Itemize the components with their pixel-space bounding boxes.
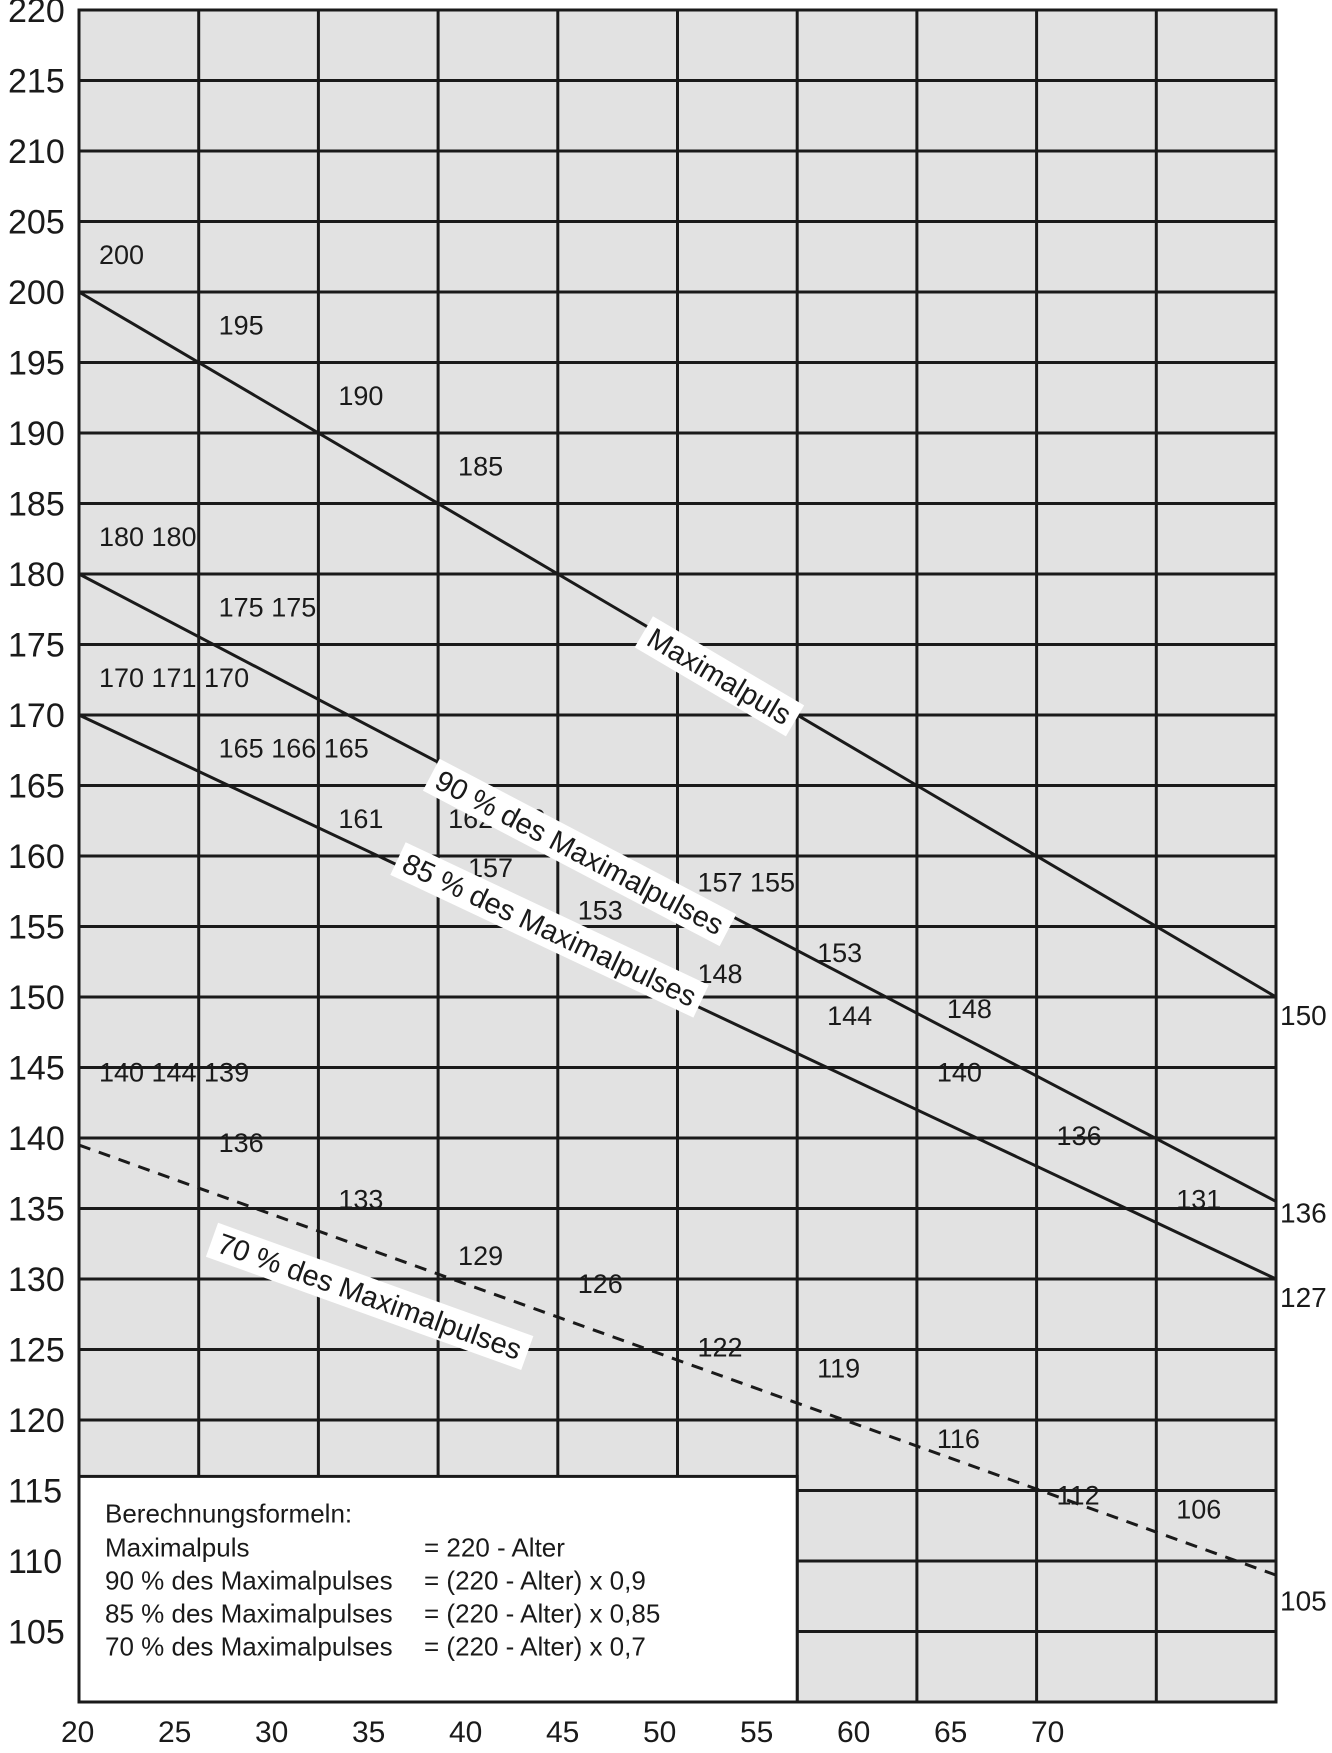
axes: 220 215 210 205 200 195 190 185 180 175 170 165 160 1…	[8, 0, 1064, 1749]
data-label: 133	[338, 1185, 383, 1215]
data-label: 157 155	[697, 867, 795, 897]
x-tick-label: 30	[255, 1716, 288, 1749]
line-tag-bg	[390, 842, 709, 1018]
y-tick-label: 165	[8, 768, 65, 806]
data-label: 165 166 165	[219, 733, 369, 763]
point-labels: 200 195 190 185 180 180 175 175 170 171 170 165…	[99, 240, 1327, 1617]
legend-box	[77, 1474, 799, 1704]
y-tick-label: 160	[8, 838, 65, 876]
y-tick-label: 215	[8, 63, 65, 101]
data-label: 122	[697, 1333, 742, 1363]
x-tick-label: 45	[546, 1716, 579, 1749]
data-label: 126	[578, 1269, 623, 1299]
data-label: 136	[219, 1128, 264, 1158]
y-tick-label: 175	[8, 627, 65, 665]
y-tick-label: 200	[8, 274, 65, 312]
y-tick-label: 170	[8, 697, 65, 735]
data-label: 190	[338, 381, 383, 411]
data-label: 200	[99, 240, 144, 270]
y-tick-label: 220	[8, 0, 65, 30]
legend-row-formula: = (220 - Alter) x 0,85	[424, 1598, 660, 1628]
line-tag-bg	[422, 758, 737, 947]
data-label: 136	[1057, 1121, 1102, 1151]
x-tick-label: 20	[61, 1716, 94, 1749]
legend-row-formula: = (220 - Alter) x 0,9	[424, 1565, 646, 1595]
legend-row-label: 70 % des Maximalpulses	[105, 1631, 393, 1661]
data-label: 144	[827, 1001, 872, 1031]
data-label: 140 144 139	[99, 1058, 249, 1088]
y-tick-label: 155	[8, 909, 65, 947]
y-tick-label: 140	[8, 1120, 65, 1158]
data-label: 153	[817, 938, 862, 968]
data-label: 112	[1057, 1481, 1100, 1511]
y-tick-label: 180	[8, 556, 65, 594]
series-line	[78, 1143, 1277, 1577]
y-tick-label: 205	[8, 204, 65, 242]
x-tick-label: 40	[449, 1716, 482, 1749]
x-tick-label: 60	[837, 1716, 870, 1749]
data-label: 195	[219, 310, 264, 340]
data-label: 129	[458, 1241, 503, 1271]
legend-title: Berechnungsformeln:	[105, 1498, 352, 1528]
data-label: 140	[937, 1058, 982, 1088]
y-tick-label: 195	[8, 345, 65, 383]
y-tick-label: 190	[8, 415, 65, 453]
y-tick-label: 110	[8, 1543, 62, 1581]
end-label: 105	[1280, 1585, 1327, 1616]
legend-row-formula: = (220 - Alter) x 0,7	[424, 1631, 646, 1661]
y-tick-label: 115	[8, 1473, 62, 1511]
formula-legend: Berechnungsformeln: Maximalpuls = 220 - Al…	[77, 1474, 799, 1704]
data-label: 131	[1176, 1185, 1221, 1215]
y-tick-label: 120	[8, 1402, 65, 1440]
line-tag-bg	[634, 616, 805, 737]
y-tick-label: 125	[8, 1332, 65, 1370]
legend-row-label: 90 % des Maximalpulses	[105, 1565, 393, 1595]
y-tick-label: 130	[8, 1261, 65, 1299]
data-label: 170 171 170	[99, 663, 249, 693]
y-tick-label: 210	[8, 133, 65, 171]
line-tag-bg	[205, 1222, 534, 1370]
end-label: 136	[1280, 1198, 1327, 1229]
x-tick-label: 70	[1031, 1716, 1064, 1749]
legend-row-formula: = 220 - Alter	[424, 1532, 565, 1562]
x-tick-label: 25	[158, 1716, 191, 1749]
x-tick-label: 55	[740, 1716, 773, 1749]
x-tick-label: 65	[934, 1716, 967, 1749]
data-label: 175 175	[219, 592, 317, 622]
legend-row-label: Maximalpuls	[105, 1532, 250, 1562]
end-label: 150	[1280, 1000, 1327, 1031]
end-label: 127	[1280, 1282, 1327, 1313]
data-label: 116	[937, 1424, 980, 1454]
data-label: 185	[458, 451, 503, 481]
y-tick-label: 105	[8, 1614, 65, 1652]
y-tick-label: 150	[8, 979, 65, 1017]
x-tick-label: 50	[643, 1716, 676, 1749]
data-label: 119	[817, 1354, 860, 1384]
y-tick-label: 135	[8, 1191, 65, 1229]
y-tick-label: 185	[8, 486, 65, 524]
legend-row-label: 85 % des Maximalpulses	[105, 1598, 393, 1628]
data-label: 153	[578, 895, 623, 925]
data-label: 161	[338, 804, 383, 834]
y-tick-label: 145	[8, 1050, 65, 1088]
data-label: 106	[1176, 1495, 1221, 1525]
data-label: 180 180	[99, 522, 197, 552]
data-label: 148	[947, 994, 992, 1024]
x-tick-label: 35	[352, 1716, 385, 1749]
